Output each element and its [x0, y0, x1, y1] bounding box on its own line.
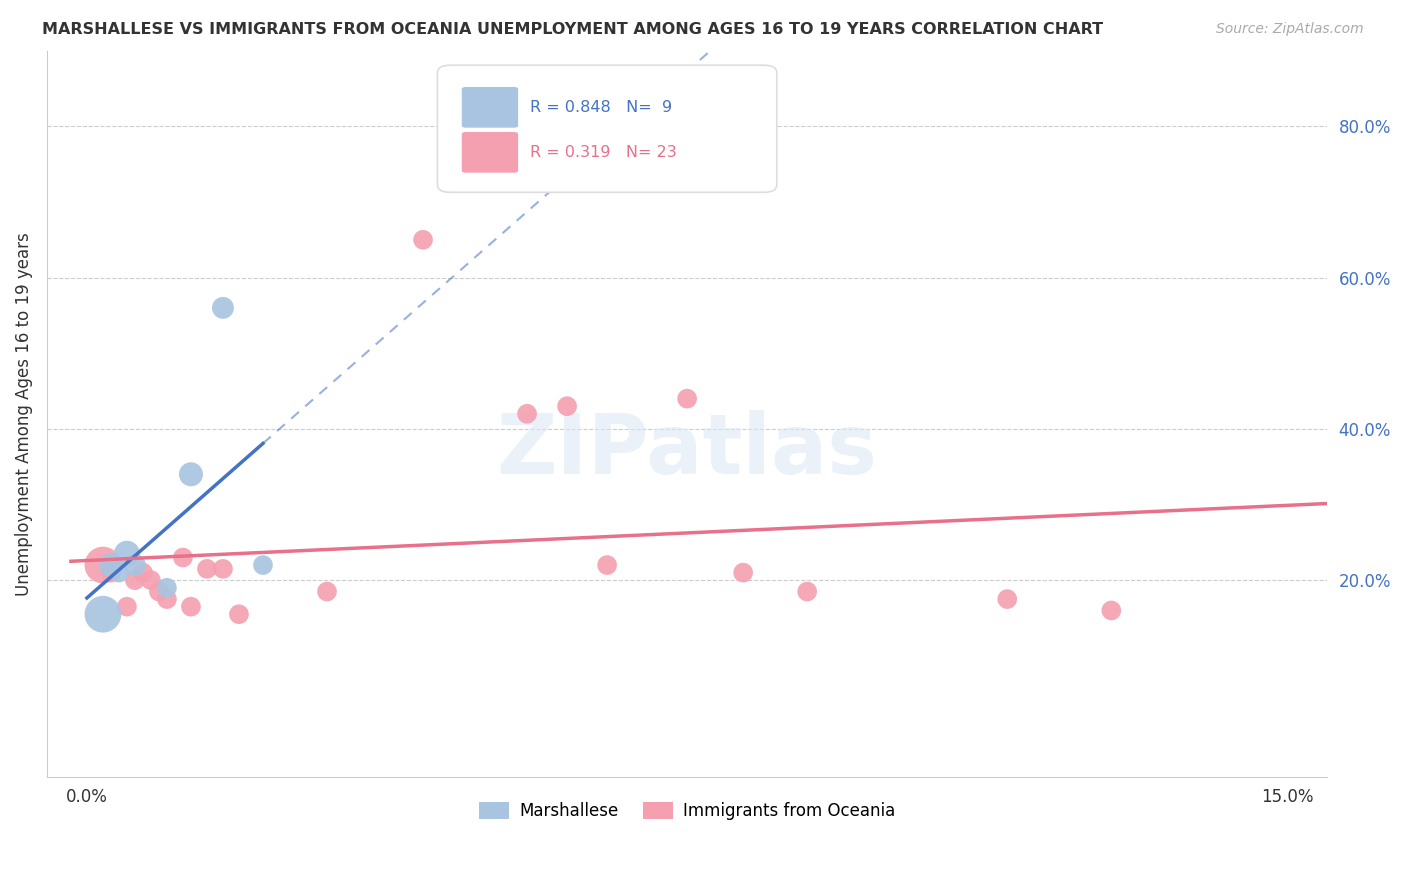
Text: MARSHALLESE VS IMMIGRANTS FROM OCEANIA UNEMPLOYMENT AMONG AGES 16 TO 19 YEARS CO: MARSHALLESE VS IMMIGRANTS FROM OCEANIA U…	[42, 22, 1104, 37]
FancyBboxPatch shape	[461, 132, 519, 173]
Point	[228, 607, 250, 622]
Point	[316, 584, 339, 599]
Point	[100, 558, 122, 572]
Point	[100, 566, 122, 580]
Point	[180, 467, 202, 482]
Point	[212, 301, 235, 315]
Point	[115, 547, 138, 561]
Text: ZIPatlas: ZIPatlas	[496, 409, 877, 491]
Point	[516, 407, 538, 421]
Point	[412, 233, 434, 247]
Point	[91, 607, 114, 622]
Text: R = 0.848   N=  9: R = 0.848 N= 9	[530, 100, 672, 115]
Point	[1099, 603, 1122, 617]
Point	[172, 550, 194, 565]
Point	[676, 392, 699, 406]
Point	[132, 566, 155, 580]
Point	[156, 592, 179, 607]
Legend: Marshallese, Immigrants from Oceania: Marshallese, Immigrants from Oceania	[472, 795, 903, 827]
Point	[115, 599, 138, 614]
Point	[995, 592, 1018, 607]
FancyBboxPatch shape	[461, 87, 519, 128]
Point	[156, 581, 179, 595]
Point	[124, 573, 146, 587]
Point	[139, 573, 162, 587]
Point	[148, 584, 170, 599]
Point	[124, 558, 146, 572]
Point	[212, 562, 235, 576]
Y-axis label: Unemployment Among Ages 16 to 19 years: Unemployment Among Ages 16 to 19 years	[15, 232, 32, 596]
Text: R = 0.319   N= 23: R = 0.319 N= 23	[530, 145, 676, 160]
Point	[180, 599, 202, 614]
Point	[91, 558, 114, 572]
Point	[195, 562, 218, 576]
Point	[733, 566, 755, 580]
Text: Source: ZipAtlas.com: Source: ZipAtlas.com	[1216, 22, 1364, 37]
Point	[555, 399, 578, 413]
Point	[108, 566, 131, 580]
Point	[252, 558, 274, 572]
FancyBboxPatch shape	[437, 65, 776, 193]
Point	[596, 558, 619, 572]
Point	[796, 584, 818, 599]
